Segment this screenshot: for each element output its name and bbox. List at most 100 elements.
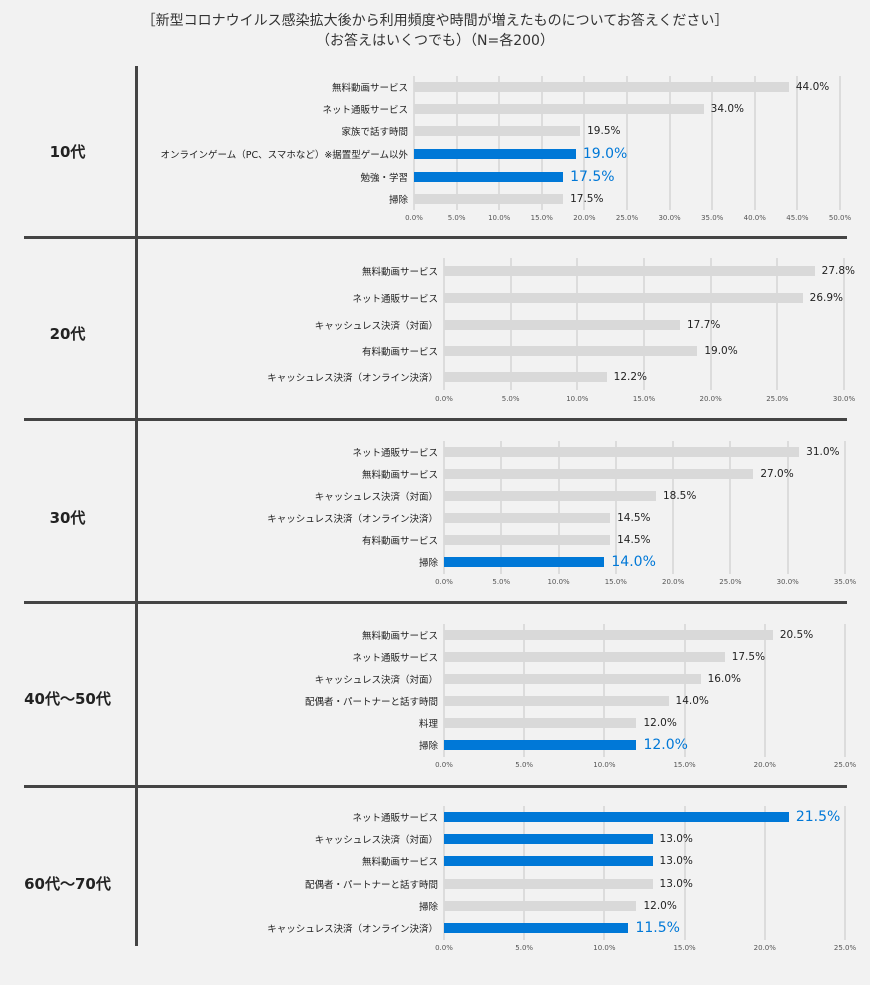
value-label: 13.0% — [659, 833, 693, 845]
gridline — [753, 76, 756, 210]
x-axis-tick-label: 10.0% — [488, 214, 511, 222]
x-axis-tick-label: 25.0% — [719, 578, 742, 586]
category-label: 配偶者・パートナーと話す時間 — [304, 880, 438, 891]
x-axis-tick-label: 0.0% — [435, 395, 453, 403]
category-label: ネット通販サービス — [322, 105, 408, 116]
x-axis-tick-label: 15.0% — [673, 944, 696, 952]
bar — [414, 194, 564, 204]
category-label: キャッシュレス決済（対面） — [314, 321, 438, 332]
bar — [444, 266, 815, 276]
x-axis-tick-label: 5.0% — [492, 578, 511, 586]
gridline — [583, 76, 586, 210]
x-axis-tick-label: 20.0% — [699, 395, 722, 403]
category-label: オンラインゲーム（PC、スマホなど）※据置型ゲーム以外 — [160, 150, 408, 161]
value-label: 14.5% — [617, 512, 651, 524]
x-axis-tick-label: 45.0% — [786, 214, 809, 222]
gridline — [500, 441, 503, 574]
x-axis-tick-label: 10.0% — [547, 578, 570, 586]
x-axis-tick-label: 25.0% — [833, 944, 857, 952]
value-label: 34.0% — [710, 103, 745, 115]
value-label: 26.9% — [809, 292, 844, 304]
x-axis-tick-label: 30.0% — [776, 578, 799, 586]
category-label: キャッシュレス決済（対面） — [314, 835, 438, 846]
category-label: ネット通販サービス — [352, 813, 438, 824]
gridline — [763, 624, 766, 757]
category-label: 掃除 — [388, 195, 408, 206]
x-axis-tick-label: 25.0% — [615, 214, 639, 222]
value-label: 13.0% — [659, 855, 693, 867]
value-label: 19.5% — [587, 125, 621, 137]
category-label: キャッシュレス決済（オンライン決済） — [267, 514, 438, 525]
category-label: キャッシュレス決済（オンライン決済） — [267, 373, 438, 384]
gridline — [443, 624, 445, 757]
category-label: ネット通販サービス — [352, 448, 438, 459]
x-axis-tick-label: 0.0% — [435, 944, 453, 952]
x-axis-tick-label: 25.0% — [833, 761, 857, 769]
bar — [444, 856, 653, 866]
x-axis-tick-label: 0.0% — [405, 214, 423, 222]
x-axis-tick-label: 0.0% — [435, 761, 453, 769]
bar — [444, 674, 701, 684]
category-label: 無料動画サービス — [361, 470, 438, 481]
vertical-divider — [135, 66, 138, 946]
x-axis-tick-label: 15.0% — [632, 395, 656, 403]
x-axis-tick-label: 0.0% — [435, 578, 453, 586]
x-axis-tick-label: 35.0% — [701, 214, 724, 222]
bar — [444, 834, 653, 844]
x-axis-tick-label: 10.0% — [593, 944, 616, 952]
category-label: 勉強・学習 — [360, 173, 408, 184]
category-label: 掃除 — [418, 741, 438, 752]
bar — [444, 320, 680, 330]
x-axis-tick-label: 10.0% — [593, 761, 616, 769]
gridline — [413, 76, 415, 210]
x-axis-tick-label: 5.0% — [447, 214, 466, 222]
value-label: 11.5% — [635, 920, 680, 936]
bar — [444, 696, 669, 706]
x-axis-tick-label: 20.0% — [573, 214, 596, 222]
category-label: ネット通販サービス — [352, 294, 438, 305]
gridline — [786, 441, 789, 574]
value-label: 21.5% — [795, 809, 841, 825]
value-label: 31.0% — [806, 446, 840, 458]
x-axis-tick-label: 15.0% — [530, 214, 553, 222]
bar — [414, 104, 704, 114]
gridline — [668, 76, 671, 210]
gridline — [683, 806, 686, 940]
bar — [444, 535, 611, 545]
gridline — [557, 441, 560, 574]
bar — [414, 172, 564, 182]
category-label: 有料動画サービス — [361, 536, 438, 547]
x-axis-tick-label: 20.0% — [753, 944, 776, 952]
age-group-label: 40代～50代 — [24, 690, 111, 708]
x-axis-tick-label: 15.0% — [604, 578, 627, 586]
value-label: 20.5% — [779, 629, 814, 641]
value-label: 12.0% — [643, 737, 688, 753]
age-group-label: 60代～70代 — [24, 875, 111, 893]
bar — [444, 630, 773, 640]
gridline — [443, 441, 445, 574]
category-label: キャッシュレス決済（対面） — [314, 675, 438, 686]
x-axis-tick-label: 5.0% — [515, 761, 534, 769]
value-label: 17.5% — [570, 193, 604, 205]
x-axis-tick-label: 50.0% — [828, 214, 852, 222]
category-label: 無料動画サービス — [361, 631, 438, 642]
age-group-label: 20代 — [49, 325, 86, 343]
gridline — [523, 806, 526, 940]
category-label: 料理 — [418, 719, 438, 730]
chart-title: ［新型コロナウイルス感染拡大後から利用頻度や時間が増えたものについてお答えくださ… — [141, 13, 729, 29]
gridline — [844, 441, 846, 574]
bar — [444, 293, 803, 303]
value-label: 17.7% — [687, 319, 721, 331]
value-label: 27.8% — [821, 265, 856, 277]
gridline — [709, 258, 712, 390]
category-label: 有料動画サービス — [361, 347, 438, 358]
category-label: キャッシュレス決済（対面） — [314, 492, 438, 503]
category-label: 無料動画サービス — [361, 267, 438, 278]
x-axis-tick-label: 25.0% — [766, 395, 789, 403]
category-label: キャッシュレス決済（オンライン決済） — [267, 924, 438, 935]
gridline — [498, 76, 501, 210]
category-label: 掃除 — [418, 902, 438, 913]
value-label: 12.0% — [643, 900, 677, 912]
x-axis-tick-label: 20.0% — [662, 578, 685, 586]
bar — [444, 346, 698, 356]
